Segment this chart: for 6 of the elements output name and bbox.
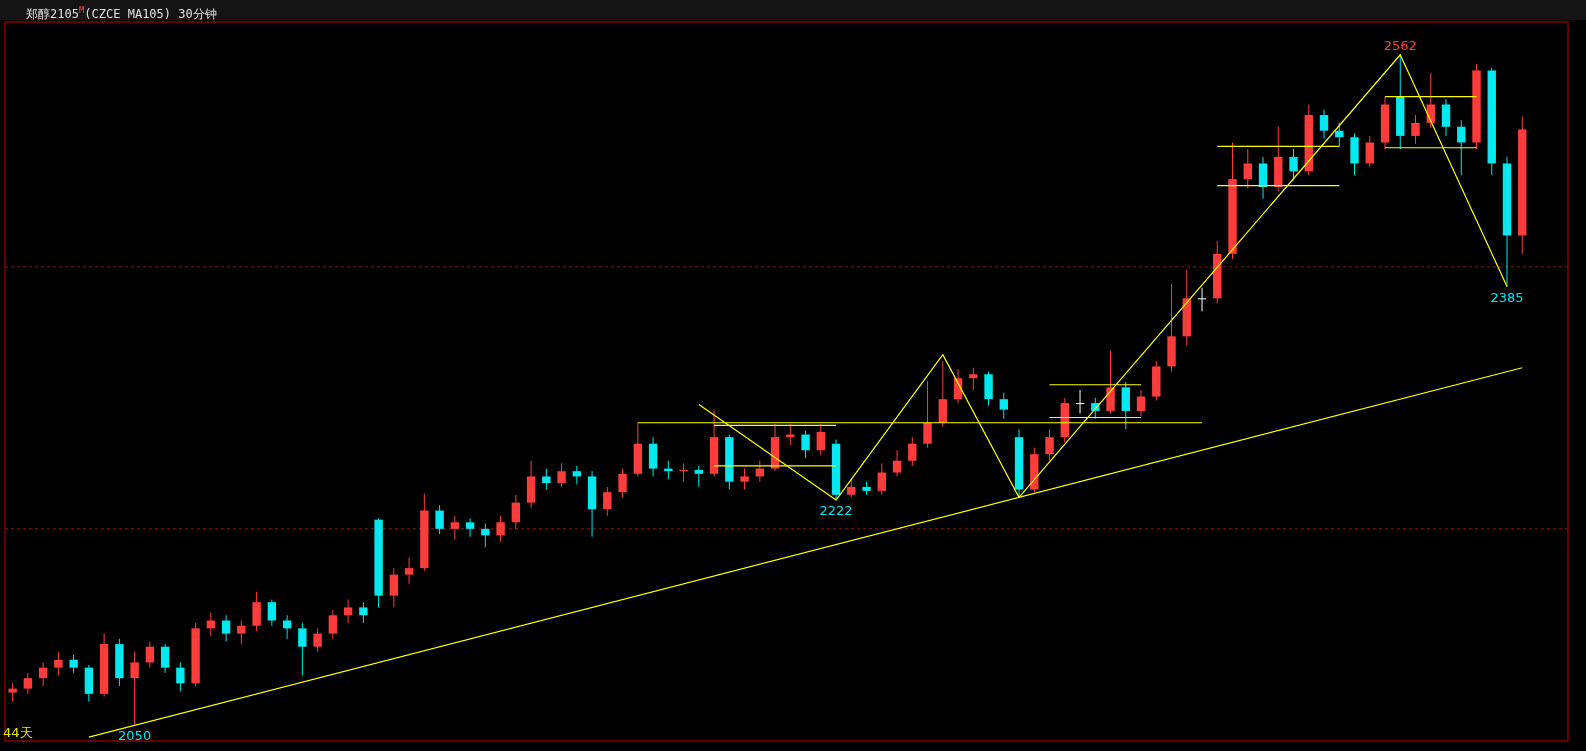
annotation: 44天: [3, 725, 33, 740]
annotation: 2050: [118, 728, 152, 744]
annotation: 2222: [819, 503, 853, 519]
annotation: 2562: [1383, 37, 1417, 53]
chart-title: 郑醇2105$^{M}$(CZCE MA105) 30分钟: [0, 0, 1586, 21]
annotation: 2385: [1490, 289, 1524, 305]
